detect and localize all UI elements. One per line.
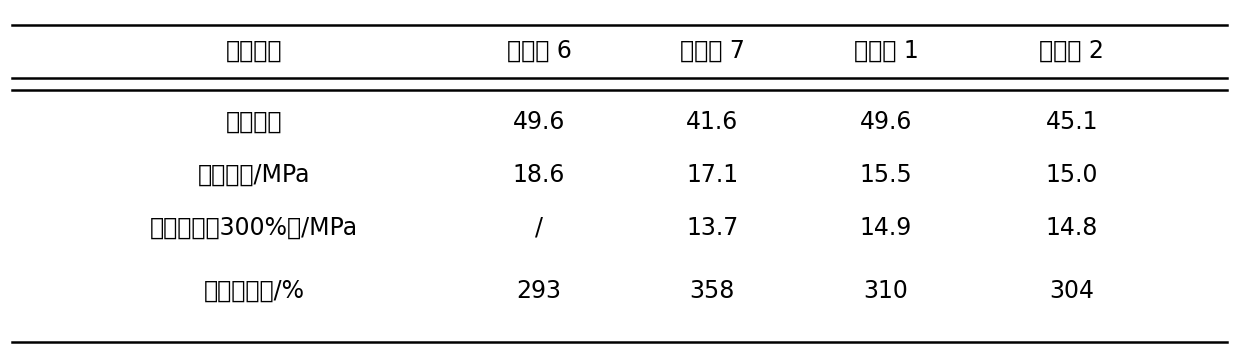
Text: 14.9: 14.9: [860, 216, 912, 240]
Text: 15.5: 15.5: [860, 163, 912, 187]
Text: 45.1: 45.1: [1046, 110, 1098, 134]
Text: 304: 304: [1049, 279, 1094, 303]
Text: 358: 358: [690, 279, 735, 303]
Text: 49.6: 49.6: [513, 110, 565, 134]
Text: 293: 293: [517, 279, 561, 303]
Text: 41.6: 41.6: [686, 110, 738, 134]
Text: 14.8: 14.8: [1046, 216, 1098, 240]
Text: 门尼粘度: 门尼粘度: [225, 110, 282, 134]
Text: 对比例 2: 对比例 2: [1040, 39, 1104, 63]
Text: 实施例 7: 实施例 7: [680, 39, 745, 63]
Text: 18.6: 18.6: [513, 163, 565, 187]
Text: 断裂伸长率/%: 断裂伸长率/%: [203, 279, 305, 303]
Text: 13.7: 13.7: [686, 216, 738, 240]
Text: /: /: [535, 216, 543, 240]
Text: 测试样品: 测试样品: [225, 39, 282, 63]
Text: 对比例 1: 对比例 1: [854, 39, 918, 63]
Text: 15.0: 15.0: [1046, 163, 1098, 187]
Text: 17.1: 17.1: [686, 163, 738, 187]
Text: 拉伸强度/MPa: 拉伸强度/MPa: [198, 163, 310, 187]
Text: 49.6: 49.6: [860, 110, 912, 134]
Text: 实施例 6: 实施例 6: [507, 39, 571, 63]
Text: 310: 310: [864, 279, 908, 303]
Text: 定伸应力（300%）/MPa: 定伸应力（300%）/MPa: [150, 216, 358, 240]
